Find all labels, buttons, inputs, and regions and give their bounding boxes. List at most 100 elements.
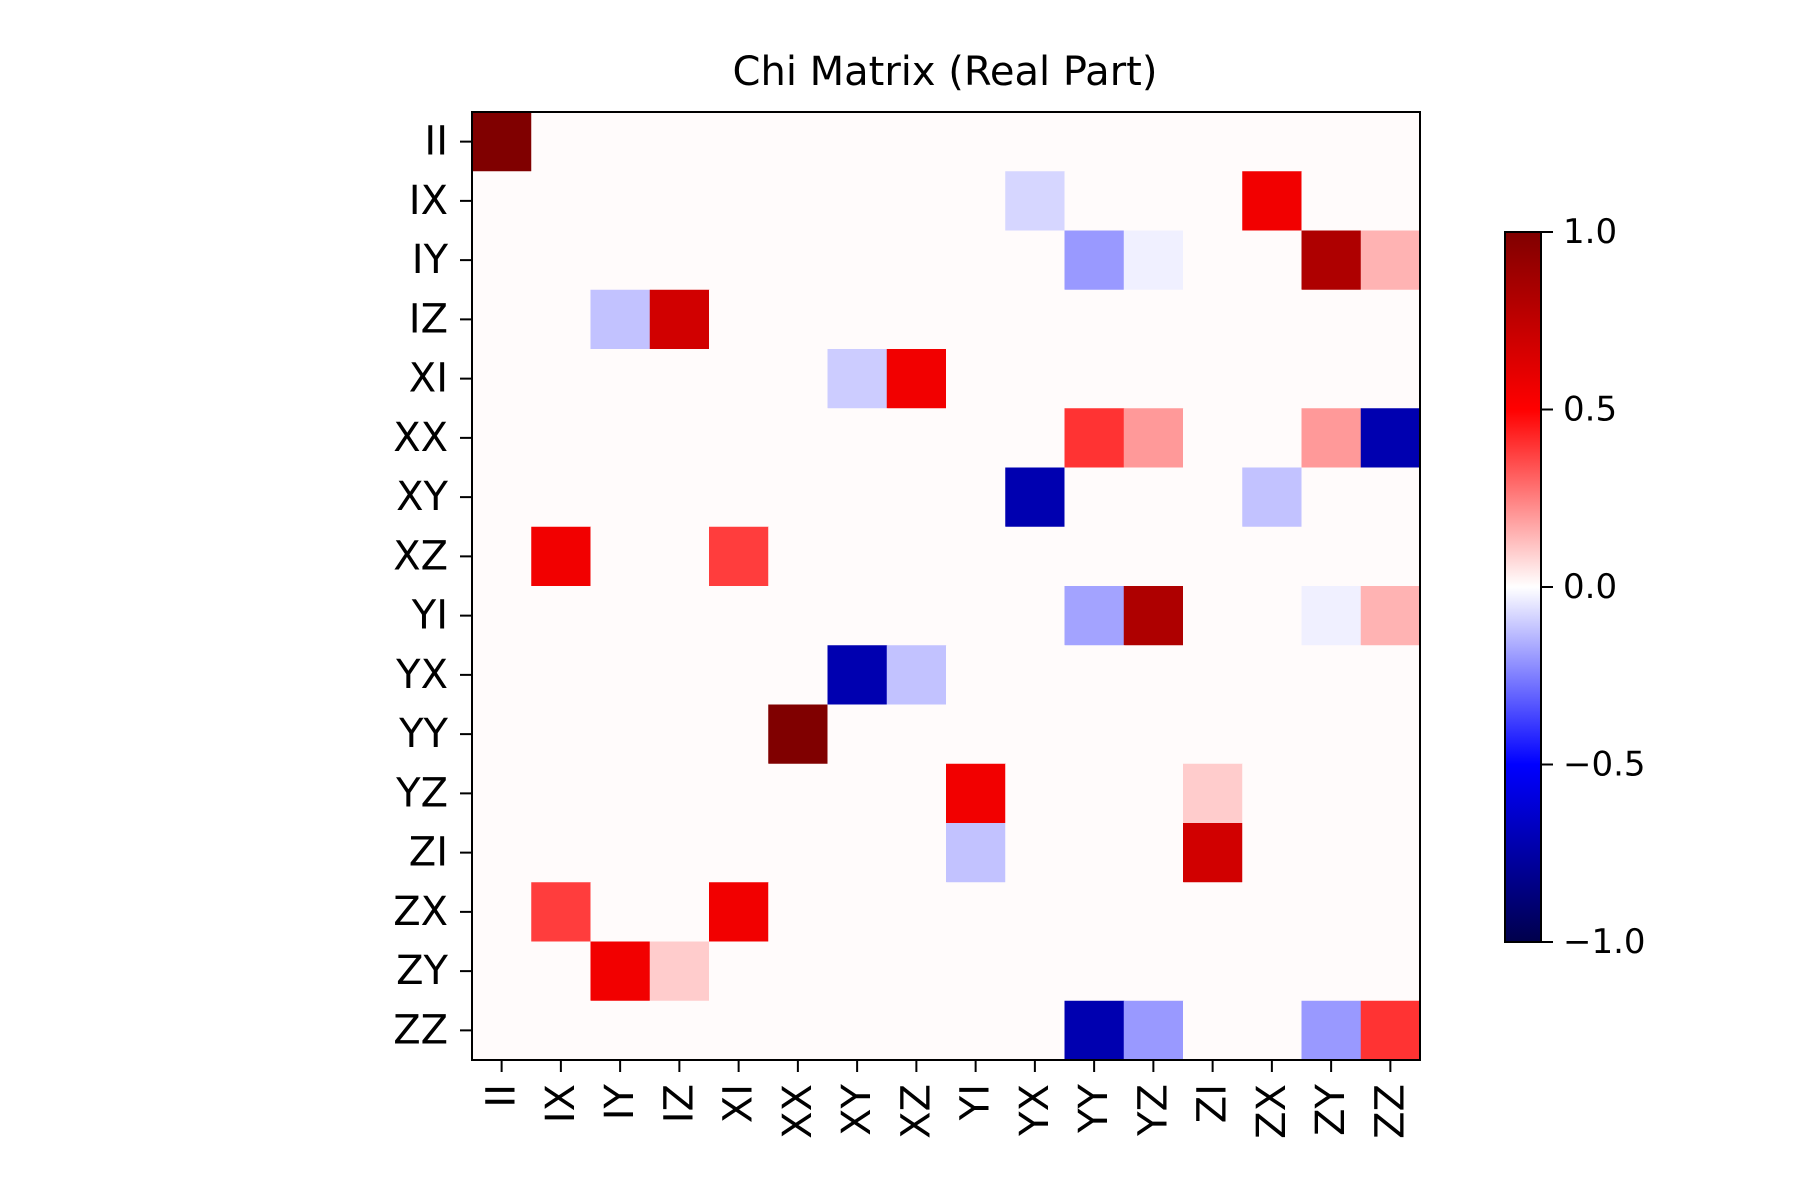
heatmap-cell-YZ-IX (531, 763, 592, 824)
heatmap-cell-XX-XZ (886, 408, 947, 469)
y-tick-label-XY: XY (396, 474, 448, 520)
heatmap-cell-IX-ZX (1242, 171, 1303, 232)
heatmap-cell-XY-YZ (1123, 467, 1184, 528)
heatmap-cell-XX-ZX (1242, 408, 1303, 469)
heatmap-cell-YZ-XI (709, 763, 769, 824)
heatmap-cell-ZY-XY (827, 941, 888, 1002)
heatmap-cell-IZ-IZ (649, 289, 710, 350)
heatmap-cell-IX-II (472, 171, 532, 232)
heatmap-cell-ZZ-XX (768, 1000, 829, 1061)
x-axis: II IX IY IZ XI XX XY XZ YI YX YY YZ ZI ZX ZY ZZ (479, 1060, 1413, 1139)
heatmap-cell-YZ-YI (946, 763, 1006, 824)
heatmap-cell-ZX-YZ (1123, 882, 1184, 943)
heatmap-cell-ZI-IY (590, 823, 651, 883)
heatmap-cell-XZ-XX (768, 526, 829, 587)
heatmap-cell-II-ZI (1183, 112, 1243, 172)
heatmap-cell-ZZ-XY (827, 1000, 888, 1061)
heatmap-cell-II-II (472, 112, 532, 172)
heatmap-cell-IY-XX (768, 230, 829, 291)
heatmap-cell-IZ-IY (590, 289, 651, 350)
heatmap-cell-IY-XZ (886, 230, 947, 291)
heatmap-cell-YY-YY (1064, 704, 1125, 765)
heatmap-cell-XI-XI (709, 349, 769, 409)
heatmap-cell-YI-XI (709, 586, 769, 646)
heatmap-cell-YY-XI (709, 704, 769, 765)
heatmap-cell-YY-YI (946, 704, 1006, 765)
heatmap-cell-ZX-YX (1005, 882, 1066, 943)
y-tick-label-XZ: XZ (393, 533, 448, 579)
heatmap-cell-IX-IZ (649, 171, 710, 232)
heatmap-cell-YI-XX (768, 586, 829, 646)
x-tick-label-II: II (479, 1084, 525, 1108)
heatmap-cell-ZZ-ZI (1183, 1000, 1243, 1061)
heatmap-cell-ZX-XY (827, 882, 888, 943)
heatmap-cell-XZ-YY (1064, 526, 1125, 587)
heatmap-cell-XI-ZZ (1360, 349, 1421, 409)
y-tick-label-ZY: ZY (396, 948, 448, 994)
heatmap-cell-IX-XX (768, 171, 829, 232)
heatmap-cell-ZI-II (472, 823, 532, 883)
heatmap-cell-ZI-YX (1005, 823, 1066, 883)
heatmap-cell-YI-YY (1064, 586, 1125, 646)
heatmap-cell-XZ-YX (1005, 526, 1066, 587)
heatmap-cell-YI-IX (531, 586, 592, 646)
heatmap-cell-ZX-ZZ (1360, 882, 1421, 943)
heatmap-cell-XY-YX (1005, 467, 1066, 528)
heatmap-cell-IY-YX (1005, 230, 1066, 291)
heatmap-cell-ZI-YY (1064, 823, 1125, 883)
heatmap-cell-XY-XY (827, 467, 888, 528)
heatmap-cell-II-XI (709, 112, 769, 172)
heatmap-cell-XX-XX (768, 408, 829, 469)
heatmap-cell-YI-ZI (1183, 586, 1243, 646)
heatmap-cell-XI-ZY (1301, 349, 1362, 409)
heatmap-cell-ZY-IX (531, 941, 592, 1002)
heatmap-cell-YI-II (472, 586, 532, 646)
heatmap-cell-YY-ZI (1183, 704, 1243, 765)
heatmap-cell-II-ZY (1301, 112, 1362, 172)
x-tick-label-XI: XI (716, 1084, 762, 1123)
heatmap-cell-YX-ZX (1242, 645, 1303, 706)
heatmap-cell-YZ-ZX (1242, 763, 1303, 824)
heatmap-cell-ZY-XX (768, 941, 829, 1002)
heatmap-cell-YI-XY (827, 586, 888, 646)
heatmap-cell-XY-IX (531, 467, 592, 528)
heatmap-cell-YZ-XZ (886, 763, 947, 824)
colorbar-tick-label: 0.0 (1563, 567, 1617, 607)
y-tick-label-IX: IX (409, 178, 448, 224)
heatmap-cell-ZZ-YZ (1123, 1000, 1184, 1061)
heatmap-cell-YX-YX (1005, 645, 1066, 706)
heatmap-cell-ZX-XI (709, 882, 769, 943)
heatmap-cell-YX-II (472, 645, 532, 706)
heatmap-cell-XZ-IY (590, 526, 651, 587)
x-tick-label-ZI: ZI (1190, 1084, 1236, 1123)
heatmap-cell-ZX-XX (768, 882, 829, 943)
heatmap-cell-ZI-ZI (1183, 823, 1243, 883)
heatmap-cell-XZ-ZZ (1360, 526, 1421, 587)
heatmap-cell-ZI-YZ (1123, 823, 1184, 883)
heatmap-cell-ZY-YX (1005, 941, 1066, 1002)
heatmap-cell-IY-ZZ (1360, 230, 1421, 291)
heatmap-cell-YY-ZX (1242, 704, 1303, 765)
colorbar-axis: 1.0 0.5 0.0 −0.5 −1.0 (1541, 212, 1646, 962)
heatmap-cell-ZX-ZX (1242, 882, 1303, 943)
x-tick-label-XX: XX (775, 1084, 821, 1139)
heatmap-cell-ZI-XZ (886, 823, 947, 883)
heatmap-cell-IZ-YI (946, 289, 1006, 350)
x-tick-label-IY: IY (597, 1083, 643, 1120)
y-tick-label-IY: IY (412, 237, 449, 283)
heatmap-cell-IZ-II (472, 289, 532, 350)
heatmap-cell-YY-IY (590, 704, 651, 765)
heatmap-cell-YY-YX (1005, 704, 1066, 765)
heatmap-cell-IY-YY (1064, 230, 1125, 291)
heatmap-cell-IX-YX (1005, 171, 1066, 232)
heatmap-cell-ZX-II (472, 882, 532, 943)
heatmap-cell-IY-II (472, 230, 532, 291)
heatmap-cell-YZ-ZZ (1360, 763, 1421, 824)
x-tick-label-IX: IX (538, 1084, 584, 1123)
heatmap-cell-XI-II (472, 349, 532, 409)
heatmap-cell-IZ-XY (827, 289, 888, 350)
heatmap-cell-ZI-XY (827, 823, 888, 883)
heatmap-cell-YX-YY (1064, 645, 1125, 706)
heatmap-cell-YY-IZ (649, 704, 710, 765)
